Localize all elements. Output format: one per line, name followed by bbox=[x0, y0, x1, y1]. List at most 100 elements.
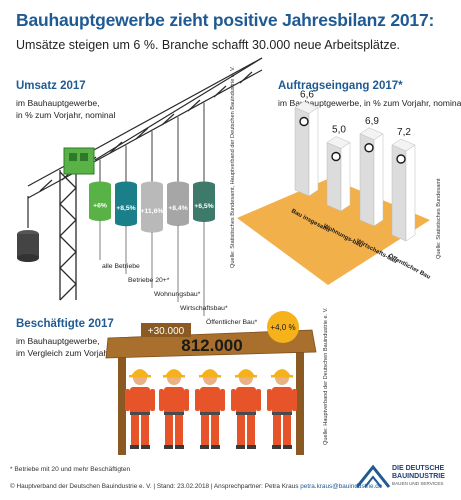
footer: © Hauptverband der Deutschen Bauindustri… bbox=[10, 483, 382, 490]
worker-boot-left bbox=[164, 445, 173, 449]
worker-helmet-brim bbox=[199, 375, 221, 378]
umsatz-category-label: alle Betriebe bbox=[102, 263, 140, 270]
umsatz-sub-1: im Bauhauptgewerbe, bbox=[16, 98, 100, 108]
worker-torso bbox=[164, 387, 184, 415]
worker-arm-right bbox=[256, 389, 261, 411]
umsatz-sub-2: in % zum Vorjahr, nominal bbox=[16, 110, 116, 120]
worker-helmet-brim bbox=[271, 375, 293, 378]
change-abs-label: +30.000 bbox=[148, 326, 185, 337]
logo-line-1: DIE DEUTSCHE bbox=[392, 465, 445, 472]
logo-text: DIE DEUTSCHE BAUINDUSTRIE BAUEN UND SERV… bbox=[392, 465, 445, 488]
worker-boot-left bbox=[200, 445, 209, 449]
auftrag-value-label: 5,0 bbox=[332, 125, 346, 136]
beschaeftigte-sub-2: im Vergleich zum Vorjahr bbox=[16, 348, 112, 358]
worker-leg-right bbox=[175, 415, 183, 445]
change-pct-badge bbox=[267, 311, 299, 343]
auftrag-percent-icon bbox=[299, 116, 309, 127]
umsatz-value-label: +8,4% bbox=[168, 205, 187, 212]
auftrag-value-label: 6,9 bbox=[365, 116, 379, 127]
worker-helmet bbox=[165, 369, 183, 376]
worker-belt bbox=[130, 412, 150, 415]
auftrag-value-label: 7,2 bbox=[397, 127, 411, 138]
auftrag-bar-top bbox=[294, 101, 319, 114]
umsatz-category-label: Wohnungsbau* bbox=[154, 291, 201, 298]
worker-leg-right bbox=[283, 415, 291, 445]
worker-arm-left bbox=[231, 389, 236, 411]
logo-line-3: BAUEN UND SERVICES bbox=[392, 481, 444, 486]
worker-boot-right bbox=[211, 445, 220, 449]
umsatz-bar-bottom bbox=[141, 225, 163, 233]
worker-belt bbox=[236, 412, 256, 415]
worker-figure bbox=[125, 369, 155, 449]
beschaeftigte-heading: Beschäftigte 2017 bbox=[16, 318, 114, 330]
umsatz-category-label: Betriebe 20+* bbox=[128, 277, 170, 284]
worker-torso bbox=[130, 387, 150, 415]
worker-belt bbox=[272, 412, 292, 415]
worker-arm-right bbox=[292, 389, 297, 411]
worker-torso bbox=[200, 387, 220, 415]
worker-torso bbox=[272, 387, 292, 415]
change-pct-label: +4,0 % bbox=[270, 323, 295, 332]
umsatz-bar-bottom bbox=[193, 215, 215, 223]
umsatz-bar-bottom bbox=[89, 214, 111, 221]
change-abs-box bbox=[141, 323, 191, 337]
footnote: * Betriebe mit 20 und mehr Beschäftigten bbox=[10, 466, 131, 473]
beam-post-right bbox=[296, 345, 304, 455]
auftrag-bar-top bbox=[359, 127, 384, 141]
logo-line-2: BAUINDUSTRIE bbox=[392, 472, 445, 480]
umsatz-bar-bottom bbox=[115, 219, 137, 227]
worker-belt bbox=[200, 412, 220, 415]
worker-boot-right bbox=[175, 445, 184, 449]
worker-leg-right bbox=[141, 415, 149, 445]
footer-text: © Hauptverband der Deutschen Bauindustri… bbox=[10, 483, 299, 490]
worker-helmet bbox=[273, 369, 291, 376]
total-employees-value: 812.000 bbox=[181, 336, 242, 355]
worker-figure bbox=[267, 369, 297, 449]
page-title: Bauhauptgewerbe zieht positive Jahresbil… bbox=[16, 10, 435, 30]
auftrag-percent-icon bbox=[331, 151, 341, 162]
umsatz-bar bbox=[115, 185, 137, 223]
auftrag-bar-top bbox=[391, 138, 416, 152]
crane-tower bbox=[59, 170, 77, 301]
worker-belt bbox=[164, 412, 184, 415]
worker-figure bbox=[231, 369, 261, 449]
umsatz-bar bbox=[193, 185, 215, 219]
umsatz-value-label: +11,6% bbox=[141, 208, 164, 215]
auftrag-heading: Auftragseingang 2017* bbox=[278, 80, 403, 92]
worker-torso bbox=[236, 387, 256, 415]
umsatz-bar bbox=[141, 185, 163, 230]
worker-helmet-brim bbox=[129, 375, 151, 378]
umsatz-category-label: Öffentlicher Bau* bbox=[206, 318, 258, 326]
umsatz-value-label: +8,5% bbox=[116, 205, 135, 212]
worker-boot-right bbox=[141, 445, 150, 449]
auftrag-bar-top bbox=[326, 136, 351, 149]
worker-boot-left bbox=[272, 445, 281, 449]
umsatz-bar-bottom bbox=[167, 219, 189, 226]
beam-post-left bbox=[118, 345, 126, 455]
worker-arm-left bbox=[159, 389, 164, 411]
worker-leg-left bbox=[201, 415, 209, 445]
worker-leg-right bbox=[247, 415, 255, 445]
umsatz-value-label: +6,5% bbox=[194, 203, 213, 210]
worker-arm-right bbox=[220, 389, 225, 411]
worker-helmet bbox=[201, 369, 219, 376]
umsatz-bar bbox=[89, 185, 111, 218]
worker-arm-right bbox=[150, 389, 155, 411]
worker-boot-left bbox=[236, 445, 245, 449]
worker-leg-right bbox=[211, 415, 219, 445]
umsatz-value-label: +6% bbox=[93, 202, 107, 209]
worker-boot-right bbox=[247, 445, 256, 449]
worker-leg-left bbox=[131, 415, 139, 445]
worker-leg-left bbox=[273, 415, 281, 445]
footer-email[interactable]: petra.kraus@bauindustrie.de bbox=[300, 483, 383, 490]
auftrag-sub: im Bauhauptgewerbe, in % zum Vorjahr, no… bbox=[278, 98, 461, 108]
page-subtitle: Umsätze steigen um 6 %. Branche schafft … bbox=[16, 38, 401, 52]
worker-arm-right bbox=[184, 389, 189, 411]
worker-helmet-brim bbox=[235, 375, 257, 378]
auftrag-value-label: 6,6 bbox=[300, 90, 314, 101]
worker-helmet-brim bbox=[163, 375, 185, 378]
